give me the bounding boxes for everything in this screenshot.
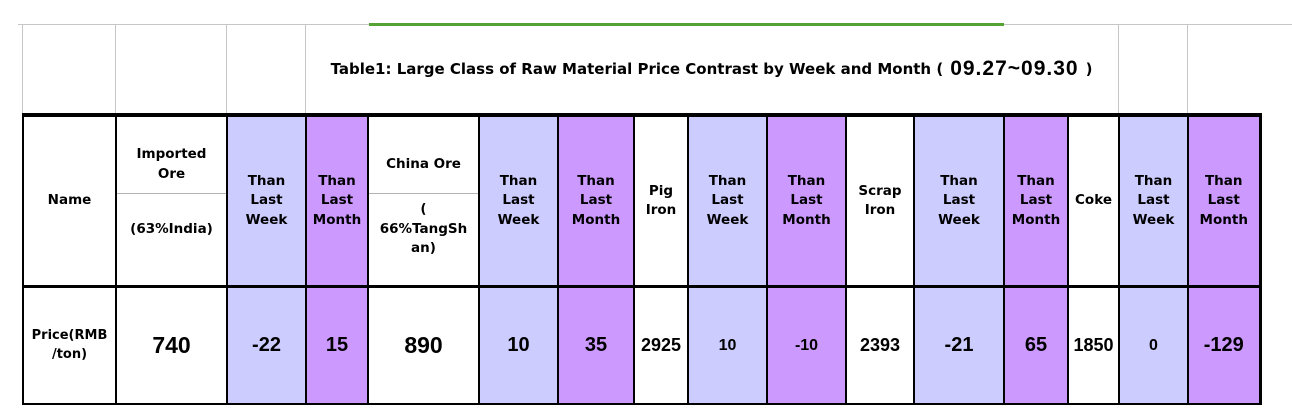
header-month-pig-iron: Than Last Month [766,114,847,289]
cell-price-pig-iron: 2925 [633,285,689,406]
table-title-close-paren: ) [1085,60,1093,78]
header-month-imported-ore: Than Last Month [305,114,369,289]
header-week-imported-ore: Than Last Week [226,114,307,289]
raw-material-price-table: Name Imported Ore (63%India) Than Last W… [22,113,1262,406]
header-week-china-ore: Than Last Week [478,114,559,289]
cell-month-coke: -129 [1187,285,1261,406]
gridline-vertical [1118,24,1119,113]
cell-month-scrap-iron: 65 [1003,285,1069,406]
header-cell-scrap-iron: Scrap Iron [845,114,915,289]
cell-month-imported-ore: 15 [305,285,369,406]
table-title-date-range: 09.27~09.30 [950,57,1079,80]
gridline-vertical [22,24,23,113]
cell-price-scrap-iron: 2393 [845,285,915,406]
header-month-coke: Than Last Month [1187,114,1261,289]
header-month-china-ore: Than Last Month [557,114,635,289]
cell-week-china-ore: 10 [478,285,559,406]
china-ore-grade: ( 66%TangSh an) [379,201,468,257]
header-cell-china-ore: China Ore ( 66%TangSh an) [367,114,480,289]
cell-price-imported-ore: 740 [115,285,228,406]
gridline-vertical [305,24,306,113]
cell-month-china-ore: 35 [557,285,635,406]
green-accent-line [369,23,1004,26]
imported-ore-grade: (63%India) [130,220,213,237]
gridline-vertical [115,24,116,113]
header-cell-name: Name [22,114,117,289]
header-week-pig-iron: Than Last Week [687,114,768,289]
cell-price-coke: 1850 [1067,285,1120,406]
table-title-text: Table1: Large Class of Raw Material Pric… [330,60,944,78]
cell-week-imported-ore: -22 [226,285,307,406]
header-cell-pig-iron: Pig Iron [633,114,689,289]
header-week-scrap-iron: Than Last Week [913,114,1005,289]
header-cell-coke: Coke [1067,114,1120,289]
cell-week-pig-iron: 10 [687,285,768,406]
header-cell-imported-ore: Imported Ore (63%India) [115,114,228,289]
header-week-coke: Than Last Week [1118,114,1189,289]
header-row: Name Imported Ore (63%India) Than Last W… [22,114,1261,289]
gridline-vertical [226,24,227,113]
imported-ore-label: Imported Ore [118,137,225,194]
header-month-scrap-iron: Than Last Month [1003,114,1069,289]
price-row: Price(RMB /ton) 740 -22 15 890 10 35 292… [22,285,1261,406]
cell-price-china-ore: 890 [367,285,480,406]
cell-week-scrap-iron: -21 [913,285,1005,406]
cell-week-coke: 0 [1118,285,1189,406]
table-title: Table1: Large Class of Raw Material Pric… [305,25,1118,113]
cell-month-pig-iron: -10 [766,285,847,406]
price-row-label: Price(RMB /ton) [22,285,117,406]
china-ore-label: China Ore [370,137,477,194]
gridline-vertical [1187,24,1188,113]
